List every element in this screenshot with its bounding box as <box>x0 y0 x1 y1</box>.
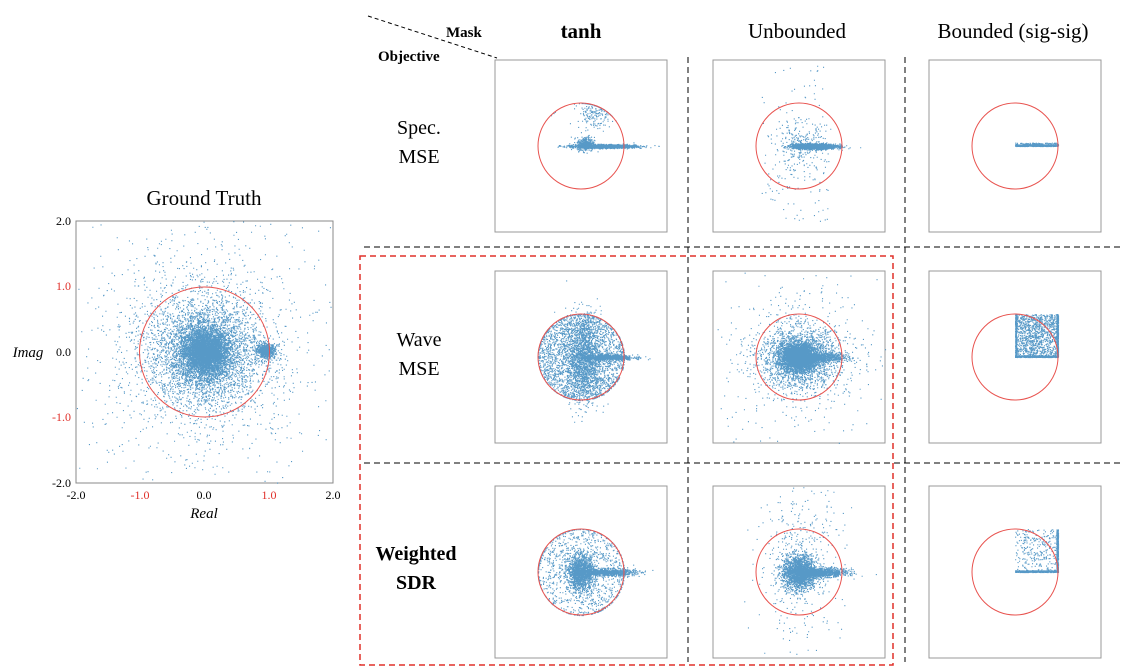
subplot-points <box>761 65 862 222</box>
subplot-unit-circle <box>537 528 625 616</box>
corner-diagonal <box>367 15 498 59</box>
row-label-wave-mse-line2: MSE <box>398 358 439 380</box>
subplot-frame <box>928 270 1102 444</box>
scatter-points <box>1015 142 1060 148</box>
scatter-points <box>717 272 887 444</box>
subplot-unit-circle <box>971 313 1059 401</box>
subplot-frame <box>494 270 668 444</box>
subplot-unit-circle <box>755 313 843 401</box>
scatter-points <box>761 65 862 222</box>
subplot-points <box>717 272 887 444</box>
y-tick-label: -2.0 <box>52 476 71 490</box>
subplot-frame <box>494 59 668 233</box>
x-tick-label: 0.0 <box>197 488 212 502</box>
x-axis-label: Real <box>189 506 218 522</box>
subplot-unit-circle <box>755 102 843 190</box>
subplot-unit-circle <box>971 102 1059 190</box>
column-header-bounded: Bounded (sig-sig) <box>937 19 1088 43</box>
column-header-tanh: tanh <box>561 19 602 43</box>
x-tick-label: 1.0 <box>262 488 277 502</box>
subplot-unit-circle <box>537 313 625 401</box>
subplot-points <box>744 487 877 655</box>
x-tick-label: -2.0 <box>67 488 86 502</box>
y-tick-label: 0.0 <box>56 345 71 359</box>
ground-truth-axes <box>75 220 334 484</box>
subplot-points <box>551 103 660 154</box>
subplot-frame <box>712 485 886 659</box>
scatter-points <box>744 487 877 655</box>
scatter-points <box>538 529 654 617</box>
subplot-unit-circle <box>537 102 625 190</box>
corner-objective-label: Objective <box>378 49 440 65</box>
corner-mask-label: Mask <box>446 25 482 41</box>
ground-truth-unit-circle <box>139 286 270 418</box>
subplot-frame <box>494 485 668 659</box>
row-label-spec-mse-line1: Spec. <box>397 117 441 139</box>
subplot-unit-circle <box>971 528 1059 616</box>
x-tick-label: -1.0 <box>131 488 150 502</box>
row-label-spec-mse-line2: MSE <box>398 146 439 168</box>
subplot-unit-circle <box>755 528 843 616</box>
scatter-points <box>538 280 651 423</box>
highlight-box <box>359 255 894 666</box>
subplot-points <box>538 280 651 423</box>
subplot-points <box>1015 529 1060 574</box>
y-axis-label: Imag <box>12 345 44 361</box>
ground-truth-title: Ground Truth <box>147 186 262 210</box>
y-tick-label: -1.0 <box>52 410 71 424</box>
scatter-points <box>551 103 660 154</box>
subplot-frame <box>712 59 886 233</box>
subplot-frame <box>712 270 886 444</box>
subplot-frame <box>928 59 1102 233</box>
ground-truth-points <box>76 221 332 484</box>
scatter-points <box>76 221 332 484</box>
row-label-weighted-sdr-line2: SDR <box>396 572 437 594</box>
row-label-wave-mse-line1: Wave <box>396 329 441 351</box>
y-tick-label: 1.0 <box>56 279 71 293</box>
row-label-weighted-sdr-line1: Weighted <box>375 543 456 565</box>
subplot-points <box>1015 314 1060 359</box>
column-header-unbounded: Unbounded <box>748 19 846 43</box>
x-tick-label: 2.0 <box>326 488 341 502</box>
y-tick-label: 2.0 <box>56 214 71 228</box>
scatter-points <box>1015 529 1060 574</box>
scatter-points <box>1015 314 1060 359</box>
subplot-points <box>1015 142 1060 148</box>
subplot-points <box>538 529 654 617</box>
subplot-frame <box>928 485 1102 659</box>
